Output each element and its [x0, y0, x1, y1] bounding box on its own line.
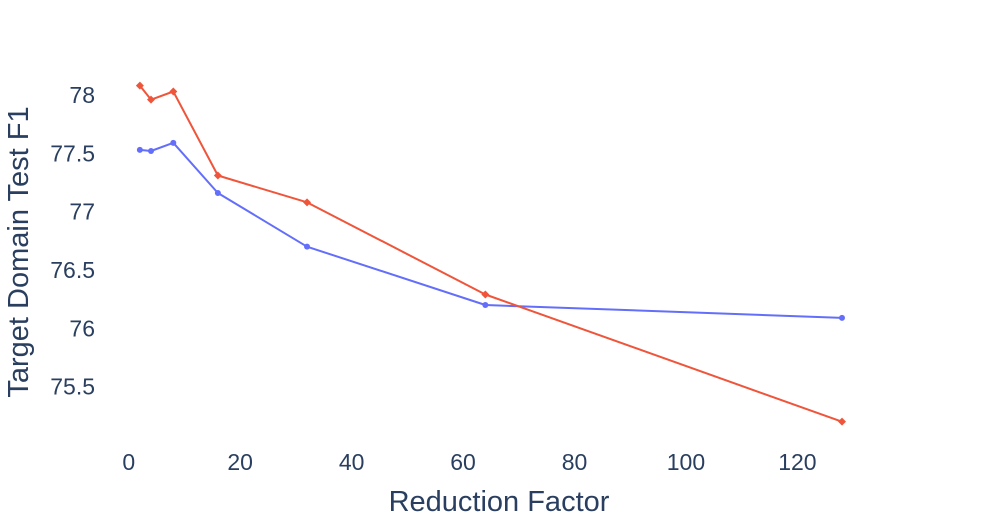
- x-tick-label: 80: [562, 449, 588, 475]
- series-blue-point: [136, 146, 143, 153]
- x-tick-label: 40: [339, 449, 365, 475]
- series-red-point: [303, 198, 312, 207]
- x-tick-label: 0: [122, 449, 135, 475]
- y-axis-ticks: 75.5 76 76.5 77 77.5 78: [50, 82, 95, 400]
- y-tick-label: 76: [69, 315, 95, 341]
- series-red-point: [481, 290, 490, 299]
- plot-series: [135, 81, 846, 426]
- x-tick-label: 120: [778, 449, 816, 475]
- series-blue-point: [170, 139, 177, 146]
- series-red-point: [169, 87, 178, 96]
- series-red-point: [135, 81, 144, 90]
- x-axis-title: Reduction Factor: [389, 486, 610, 518]
- series-blue-point: [482, 302, 489, 308]
- x-tick-label: 20: [227, 449, 253, 475]
- y-tick-label: 77: [69, 199, 95, 225]
- series-blue-point: [214, 190, 221, 196]
- x-axis-ticks: 0 20 40 60 80 100 120: [122, 449, 816, 475]
- series-red: [135, 81, 846, 426]
- series-blue-point: [838, 314, 845, 321]
- y-tick-label: 77.5: [50, 140, 95, 166]
- series-red-point: [213, 171, 222, 180]
- y-axis-title: Target Domain Test F1: [3, 106, 35, 397]
- series-blue-line: [139, 141, 843, 319]
- series-blue: [136, 139, 845, 321]
- y-tick-label: 78: [69, 82, 95, 108]
- series-red-line: [139, 85, 843, 423]
- series-red-point: [147, 95, 156, 104]
- series-red-point: [837, 417, 846, 426]
- y-tick-label: 76.5: [50, 257, 95, 283]
- x-tick-label: 60: [450, 449, 476, 475]
- series-blue-point: [304, 243, 311, 250]
- y-tick-label: 75.5: [50, 374, 95, 400]
- x-tick-label: 100: [667, 449, 705, 475]
- series-blue-point: [148, 148, 155, 154]
